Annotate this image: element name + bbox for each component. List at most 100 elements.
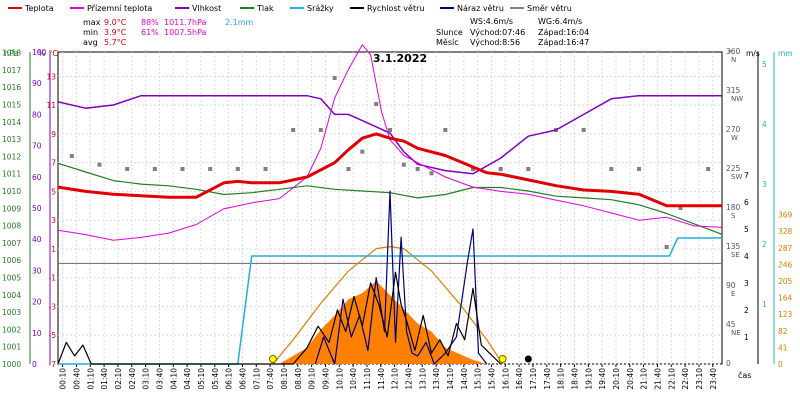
hpa-tick-label: 1003	[2, 308, 21, 317]
wm2-tick-label: 164	[778, 294, 793, 303]
stats-temp: 3.9°C	[104, 28, 127, 37]
stats-sunset: Západ:16:04	[538, 28, 589, 37]
stats-moon-label: Měsíc	[436, 38, 459, 47]
x-tick-label: 05:40	[211, 368, 220, 390]
pct-tick-label: 20	[32, 298, 42, 307]
temperature-line	[57, 132, 722, 208]
temp-tick-label: 1	[51, 245, 56, 254]
sunset-marker	[498, 355, 507, 363]
x-tick-label: 20:10	[612, 368, 621, 390]
x-tick-label: 06:40	[238, 368, 247, 390]
wind-direction-point	[180, 167, 185, 171]
stats-rain: 2.1mm	[225, 18, 254, 27]
x-tick-label: 12:40	[404, 368, 413, 390]
wind-direction-point	[208, 167, 213, 171]
temp-tick-label: -7	[49, 360, 57, 369]
stats-pressure: 1011.7hPa	[164, 18, 207, 27]
pct-tick-label: 0	[32, 360, 37, 369]
dir-tick-label: 180	[726, 203, 741, 212]
stats-sun-label: Slunce	[436, 28, 463, 37]
hpa-tick-label: 1004	[2, 291, 21, 300]
x-tick-label: 23:40	[709, 368, 718, 390]
x-tick-label: 18:40	[570, 368, 579, 390]
x-tick-label: 14:10	[446, 368, 455, 390]
wind-direction-point	[498, 167, 503, 171]
wind-tick-label: 1	[744, 333, 749, 342]
x-tick-label: 14:40	[460, 368, 469, 390]
hpa-tick-label: 1009	[2, 204, 21, 213]
x-tick-label: 15:10	[474, 368, 483, 390]
wind-direction-point	[429, 171, 434, 176]
legend-label: Náraz větru	[457, 4, 504, 13]
pct-tick-label: 10	[32, 329, 42, 338]
temp-tick-label: 5	[51, 187, 56, 196]
hpa-tick-label: 1014	[2, 118, 21, 127]
hpa-tick-label: 1010	[2, 187, 21, 196]
dir-name-label: NE	[731, 329, 741, 337]
stats-moonrise: Východ:8:56	[470, 38, 520, 47]
stats-humidity: 88%	[141, 18, 159, 27]
x-tick-label: 04:40	[183, 368, 192, 390]
x-tick-label: 21:10	[640, 368, 649, 390]
pct-tick-label: 30	[32, 266, 42, 275]
x-tick-label: 13:10	[418, 368, 427, 390]
x-tick-label: 22:10	[667, 368, 676, 390]
wm2-tick-label: 205	[778, 277, 793, 286]
wm2-tick-label: 41	[778, 343, 788, 352]
x-tick-label: 15:40	[487, 368, 496, 390]
stats-temp: 9.0°C	[104, 18, 127, 27]
x-tick-label: 09:40	[321, 368, 330, 390]
wind-direction-point	[374, 102, 379, 106]
hpa-tick-label: 1012	[2, 152, 21, 161]
temp-tick-label: -1	[49, 274, 57, 283]
hpa-tick-label: 1002	[2, 325, 21, 334]
wind-direction-point	[332, 76, 337, 80]
wind-tick-label: 7	[744, 171, 749, 180]
x-tick-label: 10:40	[349, 368, 358, 390]
x-tick-label: 13:40	[432, 368, 441, 390]
x-tick-label: 17:40	[543, 368, 552, 390]
dir-tick-label: 90	[726, 281, 736, 290]
wind-speed-line	[57, 271, 502, 365]
dir-tick-label: 315	[726, 86, 741, 95]
wind-direction-point	[388, 128, 392, 132]
temp-unit: °C	[48, 49, 58, 58]
temp-tick-label: 9	[51, 130, 56, 139]
x-tick-label: 00:10	[59, 368, 68, 390]
wind-direction-point	[609, 167, 614, 171]
wind-direction-point	[152, 167, 157, 171]
pct-tick-label: 50	[32, 204, 42, 213]
x-tick-label: 16:40	[515, 368, 524, 390]
stats-row-label: max	[83, 18, 101, 27]
wind-direction-point	[291, 128, 296, 132]
wind-direction-point	[678, 206, 683, 210]
dir-tick-label: 360	[726, 47, 741, 56]
mm-tick-label: 3	[762, 180, 767, 189]
wm2-tick-label: 246	[778, 260, 793, 269]
hpa-tick-label: 1008	[2, 222, 21, 231]
x-tick-label: 08:10	[280, 368, 289, 390]
temp-tick-label: 3	[51, 216, 56, 225]
wind-direction-point	[318, 128, 323, 132]
humidity-line	[57, 94, 722, 175]
stats-humidity: 61%	[141, 28, 159, 37]
stats-row-label: min	[83, 28, 98, 37]
wind-gust-line	[314, 190, 488, 365]
temp-tick-label: 11	[46, 101, 56, 110]
x-tick-label: 08:40	[294, 368, 303, 390]
x-tick-label: 01:40	[100, 368, 109, 390]
temp-tick-label: -3	[49, 302, 57, 311]
wind-tick-label: 6	[744, 198, 749, 207]
wm2-tick-label: 287	[778, 244, 793, 253]
x-tick-label: 19:40	[598, 368, 607, 390]
mm-unit: mm	[778, 49, 793, 58]
dir-name-label: W	[731, 134, 738, 142]
x-tick-label: 01:10	[86, 368, 95, 390]
wm2-tick-label: 328	[778, 227, 793, 236]
legend-label: Srážky	[307, 4, 334, 13]
wind-direction-point	[263, 167, 268, 171]
legend-label: Teplota	[24, 4, 54, 13]
temp-tick-label: 7	[51, 159, 56, 168]
